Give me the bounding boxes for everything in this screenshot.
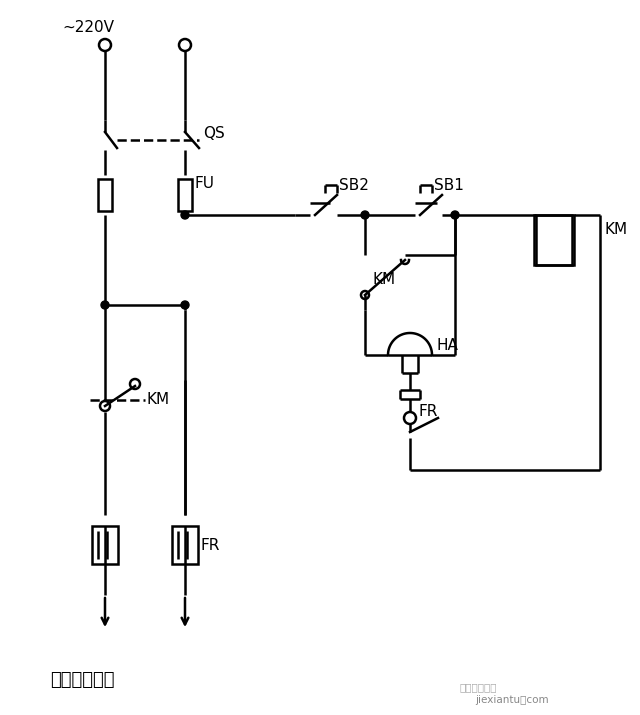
Text: KM: KM <box>373 272 396 287</box>
Text: KM: KM <box>605 222 628 237</box>
Text: FU: FU <box>195 175 215 190</box>
Text: ~220V: ~220V <box>62 20 114 35</box>
Bar <box>534 215 572 265</box>
Bar <box>172 526 198 564</box>
Text: SB1: SB1 <box>434 177 464 192</box>
Circle shape <box>181 211 189 219</box>
Text: FR: FR <box>418 405 437 420</box>
Text: jiexiantu．com: jiexiantu．com <box>475 695 548 705</box>
Bar <box>536 215 574 265</box>
Circle shape <box>181 301 189 309</box>
Text: 接进户电源线: 接进户电源线 <box>50 671 115 689</box>
Bar <box>92 526 118 564</box>
Circle shape <box>361 211 369 219</box>
Text: KM: KM <box>147 393 170 408</box>
Text: SB2: SB2 <box>339 177 369 192</box>
Circle shape <box>451 211 459 219</box>
Text: QS: QS <box>203 127 225 142</box>
Text: FR: FR <box>201 538 220 553</box>
Bar <box>98 179 112 211</box>
Circle shape <box>101 301 109 309</box>
Text: 金筱电气资源: 金筱电气资源 <box>460 682 497 692</box>
Text: HA: HA <box>437 337 459 352</box>
Bar <box>178 179 192 211</box>
